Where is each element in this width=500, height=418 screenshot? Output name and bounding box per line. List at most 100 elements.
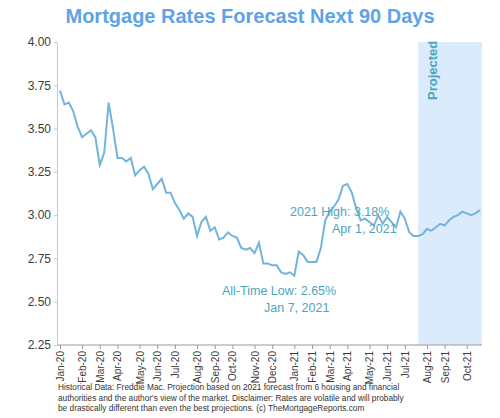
y-tick-label: 3.75 <box>28 79 52 93</box>
y-tick-mark <box>54 85 57 86</box>
y-tick-mark <box>54 345 57 346</box>
x-tick-label: Jul-21 <box>400 351 411 379</box>
x-tick-mark <box>60 345 61 349</box>
x-tick-label: Dec-20 <box>267 351 278 384</box>
x-tick-label: Oct-21 <box>462 351 473 381</box>
x-tick-label: Oct-20 <box>227 351 238 381</box>
x-tick: Sep-20 <box>210 345 221 383</box>
x-tick-mark <box>82 345 83 349</box>
y-tick-label: 3.25 <box>28 165 52 179</box>
footnote: Historical Data: Freddie Mac. Projection… <box>58 382 399 392</box>
x-tick: Apr-21 <box>342 345 353 381</box>
x-tick: Oct-20 <box>227 345 238 381</box>
x-tick-label: Sep-20 <box>210 351 221 384</box>
y-tick-mark <box>54 42 57 43</box>
y-tick: 3.75 <box>28 79 57 93</box>
x-tick: Aug-20 <box>192 345 203 383</box>
x-tick: Jun-20 <box>152 345 163 382</box>
x-tick: Mar-21 <box>325 345 336 383</box>
x-tick-label: Nov-20 <box>250 351 261 384</box>
x-tick-label: Apr-20 <box>112 351 123 381</box>
x-tick: Oct-21 <box>462 345 473 381</box>
y-tick-label: 2.75 <box>28 252 52 266</box>
x-axis-line <box>57 345 482 346</box>
y-tick: 4.00 <box>28 35 57 49</box>
y-tick: 2.75 <box>28 252 57 266</box>
footnote: authorities and the author's view of the… <box>58 393 404 403</box>
x-tick-mark <box>157 345 158 349</box>
chart: Mortgage Rates Forecast Next 90 Days Jan-… <box>0 0 500 418</box>
projection-label: Projected <box>425 41 440 100</box>
y-tick-label: 3.00 <box>28 208 52 222</box>
x-tick: Jan-20 <box>55 345 66 382</box>
x-tick-label: Feb-21 <box>307 351 318 383</box>
page: {"chart_data": { "type": "line", "title"… <box>0 0 500 418</box>
x-tick: Apr-20 <box>112 345 123 381</box>
x-tick-label: Jan-21 <box>289 351 300 382</box>
x-tick: Nov-20 <box>250 345 261 383</box>
annotation: All-Time Low: 2.65% <box>222 284 336 298</box>
y-tick: 3.25 <box>28 165 57 179</box>
annotation: Apr 1, 2021 <box>332 222 397 236</box>
annotation: 2021 High: 3.18% <box>290 205 389 219</box>
x-tick-label: Aug-21 <box>422 351 433 384</box>
x-tick-mark <box>405 345 406 349</box>
x-tick-label: Jun-20 <box>152 351 163 382</box>
title: Mortgage Rates Forecast Next 90 Days <box>65 5 434 27</box>
y-tick: 2.25 <box>28 338 57 352</box>
x-tick-mark <box>215 345 216 349</box>
x-tick-mark <box>445 345 446 349</box>
x-tick-mark <box>369 345 370 349</box>
x-tick-mark <box>272 345 273 349</box>
x-tick: Feb-21 <box>307 345 318 383</box>
x-tick-mark <box>197 345 198 349</box>
x-tick-mark <box>427 345 428 349</box>
x-tick-mark <box>294 345 295 349</box>
footnote: be drastically different than even the b… <box>58 403 364 413</box>
x-tick-mark <box>100 345 101 349</box>
x-tick-mark <box>255 345 256 349</box>
y-axis-line <box>57 43 58 346</box>
x-tick-label: Feb-20 <box>77 351 88 383</box>
x-tick: Sep-21 <box>440 345 451 383</box>
x-tick-label: Mar-20 <box>95 351 106 383</box>
annotation: Jan 7, 2021 <box>264 301 329 315</box>
x-tick-mark <box>117 345 118 349</box>
x-tick-mark <box>330 345 331 349</box>
x-tick: May-21 <box>364 345 375 384</box>
x-tick: May-20 <box>135 345 146 384</box>
y-tick-mark <box>54 172 57 173</box>
x-tick: Jul-21 <box>400 345 411 378</box>
x-tick-mark <box>175 345 176 349</box>
y-tick-mark <box>54 215 57 216</box>
plot-area <box>60 42 482 345</box>
y-tick-mark <box>54 302 57 303</box>
x-tick: Jul-20 <box>170 345 181 378</box>
y-tick-label: 2.25 <box>28 338 52 352</box>
y-tick-mark <box>54 258 57 259</box>
x-tick-label: Jan-20 <box>55 351 66 382</box>
rate-line <box>60 90 480 275</box>
y-tick: 2.50 <box>28 295 57 309</box>
y-tick-mark <box>54 129 57 130</box>
x-tick-mark <box>347 345 348 349</box>
y-tick-label: 3.50 <box>28 122 52 136</box>
x-tick-label: May-20 <box>135 351 146 385</box>
x-tick-label: Aug-20 <box>192 351 203 384</box>
x-tick-mark <box>140 345 141 349</box>
x-axis: Jan-20 Feb-20 Mar-20 Apr-20 May-20 Jun-20 Jul-… <box>55 345 482 384</box>
x-tick-mark <box>312 345 313 349</box>
y-tick-label: 2.50 <box>28 295 52 309</box>
x-tick: Jan-21 <box>289 345 300 382</box>
y-tick-label: 4.00 <box>28 35 52 49</box>
y-axis: 2.25 2.50 2.75 3.00 3.25 3.50 3.75 4.00 <box>28 35 58 352</box>
x-tick-mark <box>467 345 468 349</box>
x-tick: Aug-21 <box>422 345 433 383</box>
x-tick-label: Apr-21 <box>342 351 353 381</box>
x-tick-label: May-21 <box>364 351 375 385</box>
x-tick: Mar-20 <box>95 345 106 383</box>
x-tick-label: Mar-21 <box>325 351 336 383</box>
x-tick-label: Jul-20 <box>170 351 181 379</box>
x-tick-mark <box>387 345 388 349</box>
x-tick: Jun-21 <box>382 345 393 382</box>
